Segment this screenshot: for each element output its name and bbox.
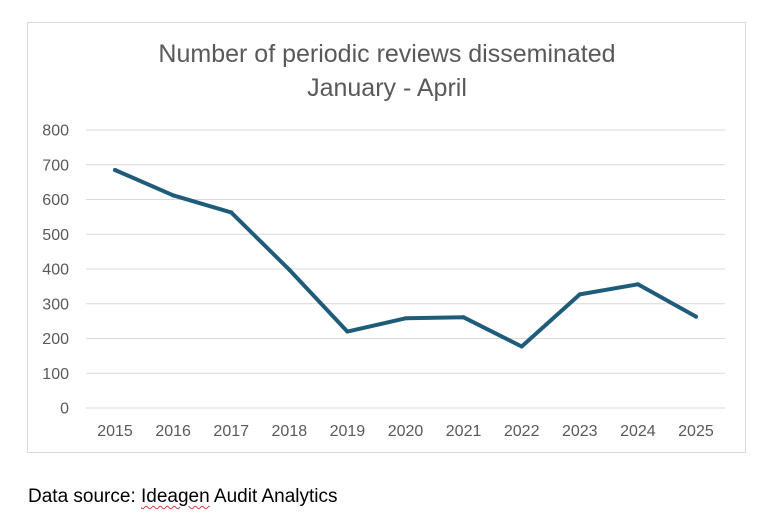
y-tick-label: 200 [42, 331, 69, 348]
x-tick-label: 2023 [562, 423, 598, 440]
data-point [635, 282, 640, 287]
source-prefix: Data source: [28, 486, 141, 507]
data-point [461, 315, 466, 320]
x-tick-label: 2025 [678, 423, 714, 440]
data-source-note: Data source: Ideagen Audit Analytics [28, 486, 337, 508]
y-tick-label: 300 [42, 296, 69, 313]
y-tick-label: 700 [42, 157, 69, 174]
x-tick-label: 2015 [97, 423, 133, 440]
data-point [287, 267, 292, 272]
source-suffix: Audit Analytics [209, 486, 338, 507]
chart-svg: Number of periodic reviews disseminated … [42, 40, 725, 440]
x-tick-label: 2020 [388, 423, 424, 440]
y-tick-label: 600 [42, 192, 69, 209]
data-point [519, 344, 524, 349]
chart-title: Number of periodic reviews disseminated [158, 40, 615, 68]
chart-subtitle: January - April [307, 74, 467, 102]
chart-frame [27, 22, 746, 453]
x-tick-label: 2016 [155, 423, 191, 440]
y-tick-label: 800 [42, 123, 69, 140]
data-point [171, 193, 176, 198]
source-flagged-word: Ideagen [141, 486, 210, 507]
data-point [403, 316, 408, 321]
y-tick-label: 500 [42, 227, 69, 244]
x-tick-label: 2021 [446, 423, 482, 440]
x-tick-label: 2019 [330, 423, 366, 440]
y-tick-label: 0 [60, 401, 69, 418]
data-point [577, 292, 582, 297]
data-point [345, 329, 350, 334]
data-point [113, 167, 118, 172]
y-tick-label: 400 [42, 262, 69, 279]
y-tick-label: 100 [42, 366, 69, 383]
x-tick-label: 2018 [272, 423, 308, 440]
x-tick-label: 2017 [213, 423, 249, 440]
x-tick-label: 2022 [504, 423, 540, 440]
data-point [693, 314, 698, 319]
x-tick-label: 2024 [620, 423, 656, 440]
data-point [229, 210, 234, 215]
